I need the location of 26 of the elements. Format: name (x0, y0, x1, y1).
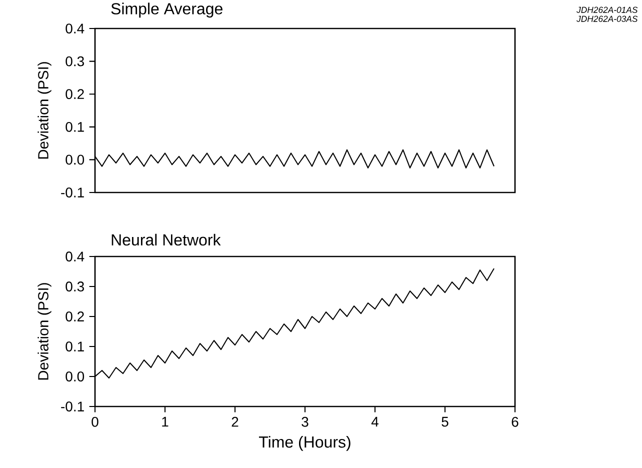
y-axis-title: Deviation (PSI) (38, 283, 52, 380)
x-tick-label: 5 (442, 417, 448, 427)
y-axis-title: Deviation (PSI) (38, 62, 52, 159)
y-tick-label: 0.2 (66, 89, 84, 100)
y-tick-label: 0.3 (66, 282, 84, 292)
x-tick-label: 1 (162, 417, 168, 427)
y-tick-label: -0.1 (61, 402, 84, 412)
y-tick-label: 0.1 (66, 122, 84, 132)
y-tick-label: 0.3 (66, 56, 84, 67)
chart-title: Neural Network (112, 234, 221, 246)
y-tick-label: 0.0 (66, 155, 84, 165)
y-tick-label: -0.1 (61, 188, 84, 198)
x-tick-label: 3 (302, 417, 308, 428)
chart-title: Simple Average (111, 2, 222, 18)
y-tick-label: 0.0 (66, 372, 84, 382)
y-tick-label: 0.2 (66, 312, 84, 322)
text: JDH262A-01AS (576, 7, 638, 14)
x-tick-label: 6 (512, 417, 518, 428)
x-axis-title: Time (Hours) (258, 436, 350, 452)
x-tick-label: 0 (92, 417, 98, 428)
y-tick-label: 0.1 (66, 342, 84, 352)
text: JDH262A-03AS (576, 16, 638, 22)
x-tick-label: 2 (232, 417, 238, 427)
y-tick-label: 0.4 (66, 24, 84, 34)
y-tick-label: 0.4 (66, 252, 84, 262)
x-tick-label: 4 (371, 417, 378, 427)
